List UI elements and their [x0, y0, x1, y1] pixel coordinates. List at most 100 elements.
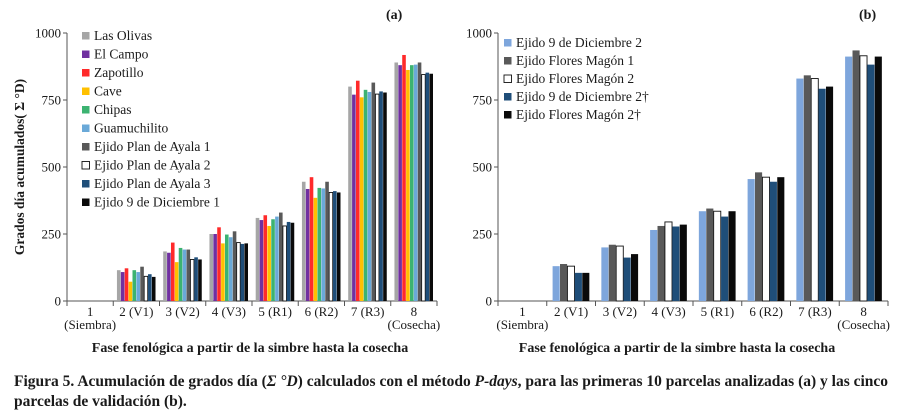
caption-pre: Acumulación de grados día (: [77, 373, 267, 390]
bar: [761, 176, 770, 302]
bar: [615, 245, 624, 302]
bar: [232, 231, 237, 301]
bar: [777, 177, 785, 301]
legend-label: Guamuchilito: [94, 121, 168, 136]
x-tick-label: 3 (V2): [603, 304, 637, 319]
bar: [657, 225, 665, 301]
bar: [124, 268, 129, 301]
legend-label: Zapotillo: [94, 65, 144, 80]
bar: [286, 221, 291, 301]
bar: [398, 65, 402, 301]
legend-swatch: [82, 143, 90, 151]
legend-label: Ejido Flores Magón 2: [516, 71, 634, 86]
x-tick-label: 1 (Siembra): [64, 304, 116, 332]
legend-label: Cave: [94, 84, 122, 99]
bar: [213, 234, 217, 301]
bar: [608, 244, 616, 301]
bar: [151, 276, 156, 301]
bar: [128, 281, 133, 301]
y-tick-label: 1000: [35, 26, 61, 41]
bar: [136, 272, 140, 301]
legend-label: Ejido 9 de Diciembre 2: [516, 35, 642, 50]
bar: [224, 234, 229, 301]
x-tick-label: 5 (R1): [701, 304, 735, 319]
bar: [429, 73, 433, 302]
bar: [282, 225, 287, 302]
legend-label: El Campo: [94, 47, 149, 62]
bar: [359, 97, 364, 301]
legend-label: Chipas: [94, 102, 132, 117]
bar: [328, 192, 334, 302]
x-tick-label: 4 (V3): [212, 304, 246, 319]
bar: [630, 254, 639, 301]
y-tick-label: 0: [486, 294, 493, 309]
bar: [560, 264, 568, 301]
bar: [275, 216, 279, 301]
y-tick-label: 750: [473, 93, 493, 108]
x-tick-label: 7 (R3): [798, 304, 832, 319]
x-axis-title: Fase fenológica a partir de la simbre ha…: [519, 341, 835, 356]
caption-post: , para las primeras 10 parcelas analizad…: [14, 373, 889, 410]
bar: [867, 64, 875, 302]
y-tick-label: 500: [42, 160, 62, 175]
bar: [140, 266, 144, 301]
legend-label: Ejido Plan de Ayala 3: [94, 176, 211, 191]
x-tick-label: 7 (R3): [351, 304, 385, 319]
legend-label: Ejido Flores Magón 2†: [516, 107, 641, 122]
bar: [728, 211, 736, 301]
bar: [325, 181, 329, 301]
bar: [309, 177, 314, 301]
y-tick-label: 1000: [466, 26, 492, 41]
bar: [421, 74, 426, 302]
bar: [755, 172, 763, 301]
bar: [255, 217, 260, 301]
bar: [409, 65, 414, 301]
legend-swatch: [82, 32, 90, 40]
bar: [582, 272, 590, 301]
bar: [374, 93, 380, 302]
bar: [244, 243, 248, 301]
bar: [186, 249, 191, 301]
caption-label: Figura 5.: [14, 373, 75, 390]
bar: [679, 224, 687, 301]
bar: [148, 274, 152, 301]
bar: [194, 257, 198, 301]
bar: [706, 208, 714, 301]
bar: [132, 270, 137, 301]
bar: [174, 262, 179, 301]
bar: [178, 247, 183, 301]
bar: [333, 191, 337, 301]
bar: [336, 192, 341, 301]
bar: [769, 181, 777, 301]
bar: [394, 62, 399, 302]
bar: [425, 72, 430, 301]
legend-label: Las Olivas: [94, 28, 152, 43]
figure-caption: Figura 5. Acumulación de grados día (Σ °…: [14, 372, 889, 412]
legend-label: Ejido 9 de Diciembre 2†: [516, 89, 649, 104]
legend-swatch: [82, 124, 90, 132]
legend-swatch: [503, 74, 512, 83]
caption-mid: ) calculados con el método: [297, 373, 475, 390]
legend-swatch: [504, 57, 512, 65]
x-tick-label: 1 (Siembra): [496, 304, 548, 332]
bar: [228, 237, 233, 301]
bar: [721, 216, 729, 301]
bar: [698, 211, 706, 301]
bar: [796, 78, 804, 301]
bar: [116, 270, 121, 301]
legend-swatch: [82, 87, 90, 95]
bar: [163, 251, 167, 301]
bar: [371, 82, 376, 301]
legend-swatch: [82, 50, 90, 58]
bar: [290, 222, 295, 301]
legend-swatch: [82, 106, 90, 114]
bar: [198, 259, 202, 301]
bar: [664, 221, 673, 302]
legend-label: Ejido Flores Magón 1: [516, 53, 634, 68]
bar: [818, 88, 826, 302]
bar: [271, 219, 275, 301]
bar: [182, 249, 187, 301]
x-tick-label: 8 (Cosecha): [837, 304, 890, 332]
bar: [189, 259, 195, 302]
chart-panel-b: 0 250 500 750 1000 1 (Siembra) 2 (V1) 3 (V2) 4 (V…: [466, 8, 890, 356]
